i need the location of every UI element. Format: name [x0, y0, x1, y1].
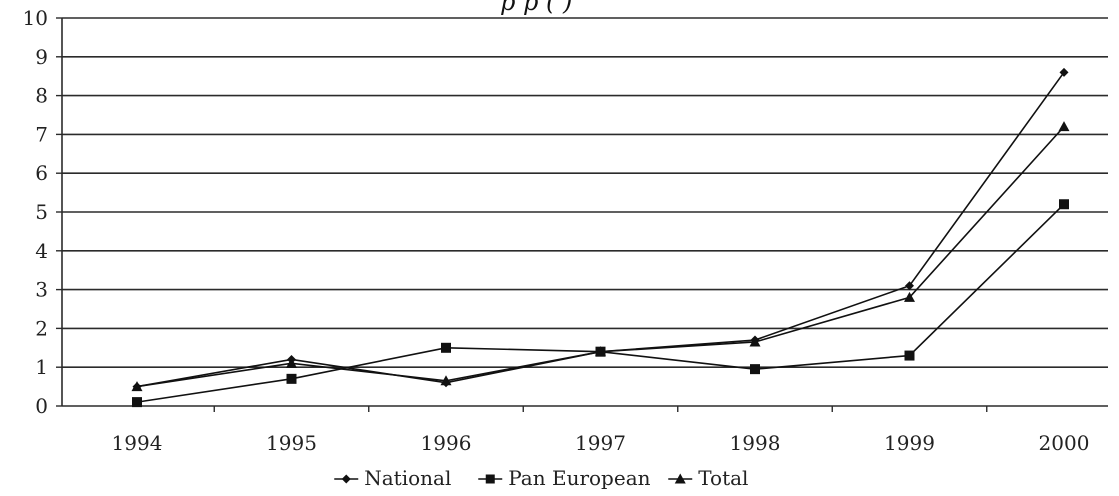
legend: National Pan European Total [334, 466, 748, 490]
legend-marker-total [674, 473, 686, 484]
point-pan-european-1999 [904, 350, 915, 361]
y-tick-label-2: 2 [35, 316, 48, 340]
data-markers [131, 67, 1070, 408]
y-tick-label-10: 10 [23, 6, 48, 30]
x-tick-label-1999: 1999 [884, 431, 935, 455]
point-total-1999 [904, 291, 915, 302]
y-tick-label-9: 9 [35, 45, 48, 69]
point-pan-european-2000 [1059, 199, 1069, 210]
point-pan-european-1998 [750, 364, 760, 375]
y-tick-labels: 0 1 2 3 4 5 6 7 8 9 10 [23, 6, 48, 418]
y-tick-label-3: 3 [35, 278, 48, 302]
y-tick-label-6: 6 [35, 161, 48, 185]
legend-item-national: National [334, 466, 451, 490]
x-tick-label-1994: 1994 [112, 431, 163, 455]
legend-label-national: National [364, 466, 451, 490]
axes [56, 17, 1108, 412]
legend-label-total: Total [698, 466, 748, 490]
point-pan-european-1996 [441, 342, 451, 353]
legend-label-pan-european: Pan European [508, 466, 650, 490]
x-tick-label-1995: 1995 [266, 431, 317, 455]
y-tick-label-4: 4 [35, 239, 48, 263]
y-tick-label-7: 7 [35, 122, 48, 146]
x-tick-label-1996: 1996 [421, 431, 472, 455]
point-total-1997 [595, 346, 606, 357]
x-tick-label-1998: 1998 [730, 431, 781, 455]
point-national-2000 [1059, 67, 1069, 77]
y-tick-label-5: 5 [35, 200, 48, 224]
y-tick-label-1: 1 [35, 355, 48, 379]
point-total-1996 [440, 375, 452, 386]
x-tick-label-2000: 2000 [1039, 431, 1090, 455]
point-total-1994 [131, 381, 143, 392]
legend-marker-national [341, 474, 351, 484]
x-tick-label-1997: 1997 [575, 431, 626, 455]
series-line-pan-european [136, 203, 1065, 403]
y-tick-label-0: 0 [35, 394, 48, 418]
point-total-1998 [749, 336, 761, 347]
y-tick-label-8: 8 [35, 84, 48, 108]
point-national-1999 [905, 281, 914, 291]
gridlines [62, 17, 1108, 369]
point-pan-european-1995 [286, 373, 297, 384]
point-pan-european-1994 [132, 397, 142, 408]
legend-item-total: Total [668, 466, 748, 490]
chart-title-fragment: p p ( ) [500, 0, 572, 16]
point-total-2000 [1058, 121, 1070, 132]
legend-item-pan-european: Pan European [478, 466, 651, 490]
point-total-1995 [286, 357, 297, 368]
legend-marker-pan-european [485, 474, 495, 484]
x-tick-labels: 1994 1995 1996 1997 1998 1999 2000 [112, 431, 1090, 455]
